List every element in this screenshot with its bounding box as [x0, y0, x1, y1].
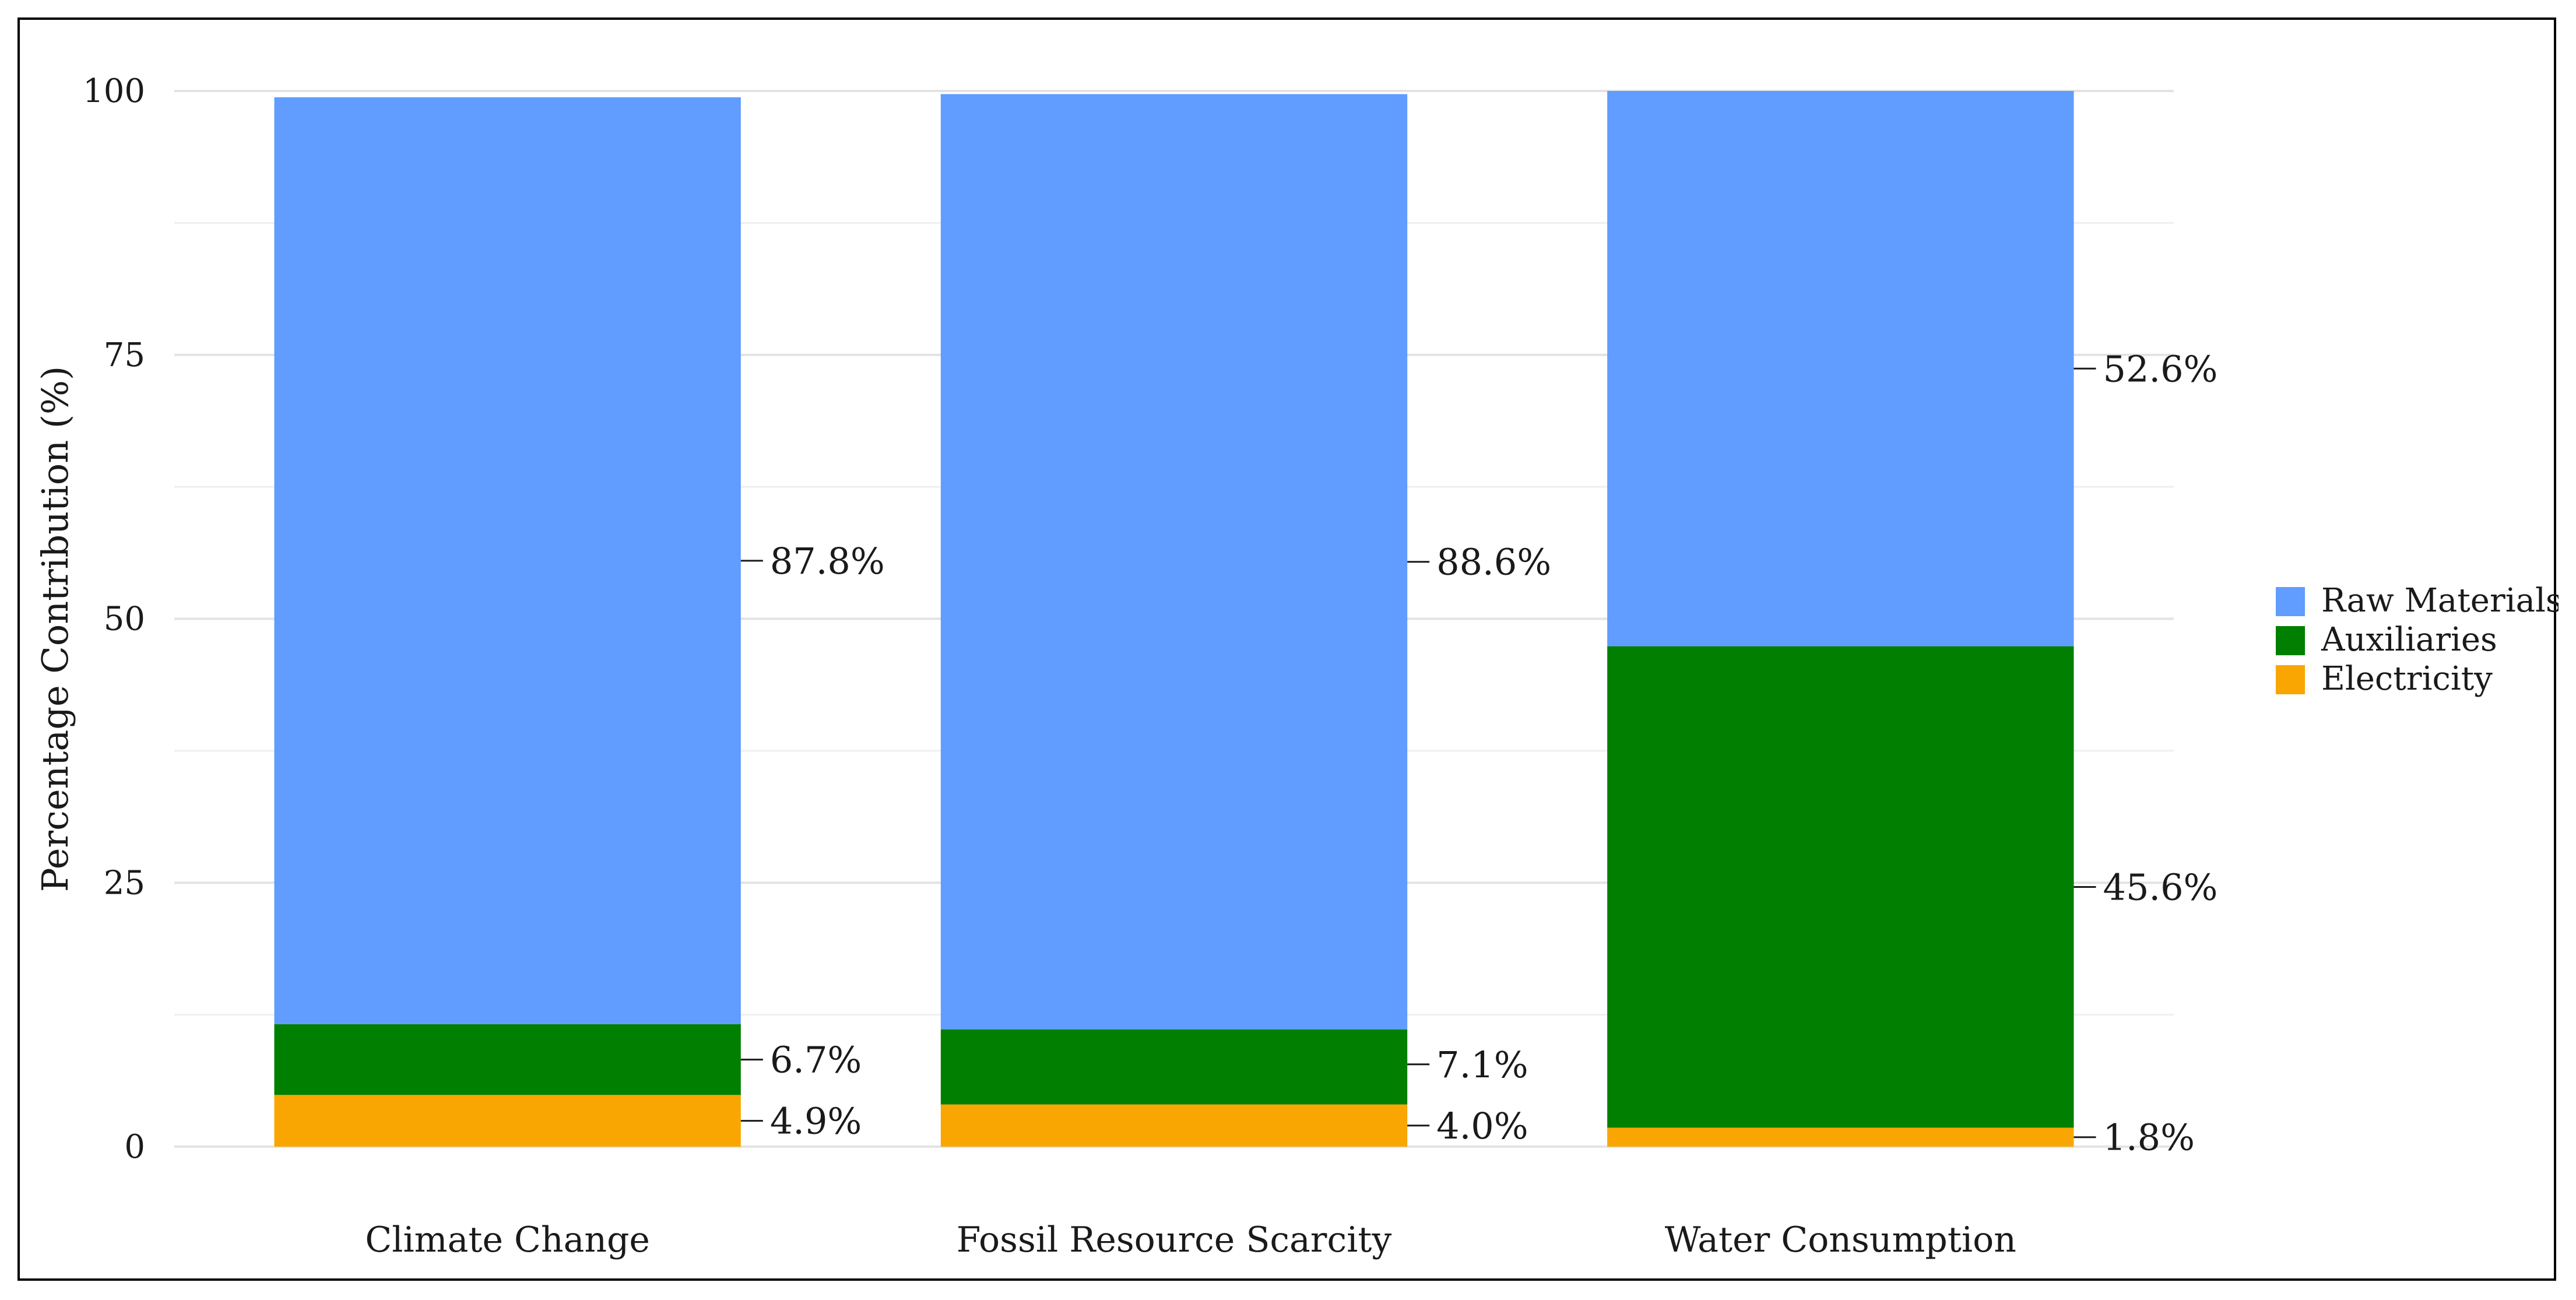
data-label-raw-materials: 88.6%: [1436, 541, 1551, 584]
data-label-auxiliaries: 45.6%: [2103, 866, 2218, 908]
axes: Percentage Contribution (%) 0 25 50 75 100 Cl…: [34, 72, 2016, 1260]
bar-segment-electricity: [274, 1095, 741, 1147]
legend-swatch-auxiliaries: [2276, 626, 2305, 655]
data-label-electricity: 4.9%: [770, 1100, 862, 1143]
y-tick-label: 50: [104, 600, 145, 638]
y-tick-label: 100: [83, 72, 145, 110]
x-category-label: Climate Change: [365, 1220, 650, 1260]
data-label-raw-materials: 52.6%: [2103, 347, 2218, 390]
y-tick-label: 25: [104, 864, 145, 902]
bar-segment-electricity: [1607, 1127, 2074, 1147]
data-labels: 4.9% 6.7% 87.8% 4.0% 7.1% 88.6% 1.8% 45.6% 52.6%: [740, 347, 2218, 1159]
bar-segment-raw-materials: [274, 97, 741, 1024]
data-label-auxiliaries: 7.1%: [1436, 1043, 1528, 1086]
y-tick-label: 0: [124, 1128, 145, 1166]
stacked-bar-chart: 4.9% 6.7% 87.8% 4.0% 7.1% 88.6% 1.8% 45.6% 52.6%…: [34, 72, 2559, 1260]
legend-label: Auxiliaries: [2321, 621, 2497, 659]
chart-frame: 4.9% 6.7% 87.8% 4.0% 7.1% 88.6% 1.8% 45.6% 52.6%…: [17, 17, 2559, 1281]
bar-segment-auxiliaries: [940, 1029, 1408, 1105]
x-category-label: Fossil Resource Scarcity: [957, 1220, 1392, 1260]
y-axis-title: Percentage Contribution (%): [34, 366, 76, 892]
bar-segment-raw-materials: [1607, 91, 2074, 647]
y-tick-label: 75: [104, 336, 145, 374]
data-label-auxiliaries: 6.7%: [770, 1039, 862, 1081]
bar-segment-raw-materials: [940, 94, 1408, 1030]
legend-label: Raw Materials: [2321, 582, 2559, 620]
bar-segment-electricity: [940, 1104, 1408, 1147]
bar-segment-auxiliaries: [274, 1024, 741, 1095]
legend-swatch-electricity: [2276, 665, 2305, 694]
bar-segment-auxiliaries: [1607, 646, 2074, 1128]
legend-label: Electricity: [2321, 660, 2493, 698]
data-label-electricity: 1.8%: [2103, 1116, 2195, 1159]
legend-swatch-raw-materials: [2276, 587, 2305, 616]
data-label-raw-materials: 87.8%: [770, 540, 885, 582]
x-category-label: Water Consumption: [1665, 1220, 2016, 1260]
data-label-electricity: 4.0%: [1436, 1105, 1528, 1147]
bars: [274, 91, 2074, 1147]
